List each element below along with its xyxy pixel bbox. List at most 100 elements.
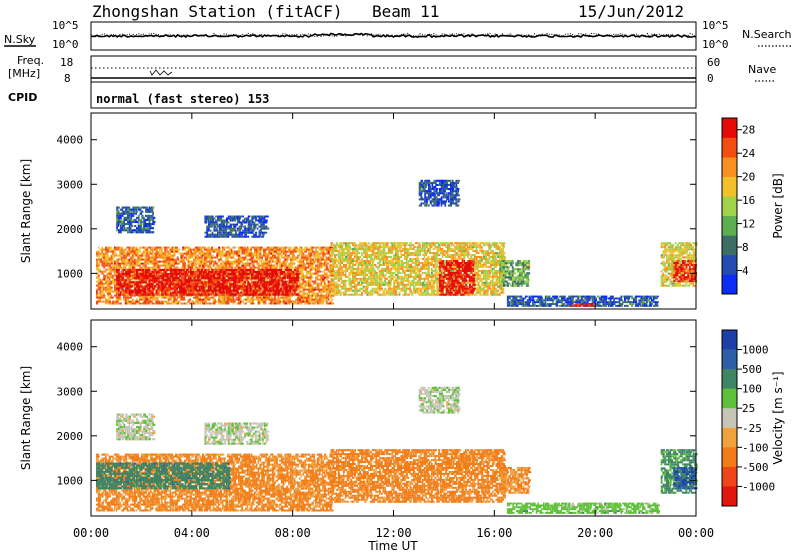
data-cell <box>391 275 394 278</box>
data-cell <box>378 244 382 247</box>
data-cell <box>261 273 264 276</box>
data-cell <box>324 252 326 255</box>
data-cell <box>198 276 201 279</box>
data-cell <box>327 250 330 253</box>
data-cell <box>151 262 154 265</box>
data-cell <box>373 258 375 260</box>
data-cell <box>420 293 423 296</box>
data-cell <box>195 285 198 288</box>
data-cell <box>224 271 226 274</box>
data-cell <box>284 260 287 263</box>
data-cell <box>421 291 426 294</box>
data-cell <box>436 260 438 262</box>
data-cell <box>193 283 196 286</box>
nave-dip <box>149 69 173 76</box>
data-cell <box>218 300 222 303</box>
data-cell <box>245 271 249 274</box>
data-cell <box>286 296 289 299</box>
data-cell <box>300 256 303 259</box>
data-cell <box>207 302 210 305</box>
data-cell <box>117 246 120 249</box>
data-cell <box>241 280 245 283</box>
data-cell <box>159 277 162 280</box>
data-cell <box>353 252 356 255</box>
data-cell <box>389 271 392 274</box>
data-cell <box>359 289 361 292</box>
data-cell <box>263 281 268 284</box>
data-cell <box>387 271 392 274</box>
data-cell <box>188 293 190 296</box>
data-cell <box>260 268 264 271</box>
data-cell <box>270 248 274 251</box>
data-cell <box>298 294 302 297</box>
data-cell <box>307 270 312 273</box>
data-cell <box>359 264 362 266</box>
data-cell <box>306 274 308 277</box>
data-cell <box>254 283 258 286</box>
data-cell <box>119 266 123 269</box>
data-cell <box>209 262 212 265</box>
data-cell <box>193 293 196 296</box>
data-cell <box>405 293 408 296</box>
data-cell <box>313 300 316 303</box>
data-cell <box>396 258 399 260</box>
data-cell <box>414 277 417 280</box>
data-cell <box>364 250 368 253</box>
data-cell <box>404 271 406 274</box>
data-cell <box>197 289 201 292</box>
data-cell <box>164 300 167 303</box>
data-cell <box>343 269 347 272</box>
data-cell <box>157 272 161 275</box>
data-cell <box>256 271 259 274</box>
data-cell <box>304 264 307 267</box>
data-cell <box>209 281 212 284</box>
data-cell <box>413 269 416 272</box>
data-cell <box>272 254 276 257</box>
data-cell <box>309 246 313 249</box>
data-cell <box>160 260 163 263</box>
data-cell <box>189 264 192 267</box>
data-cell <box>311 280 315 283</box>
data-cell <box>369 244 373 247</box>
data-cell <box>105 302 109 305</box>
data-cell <box>327 274 330 277</box>
data-cell <box>105 278 108 281</box>
data-cell <box>337 277 340 280</box>
data-cell <box>115 296 118 299</box>
data-cell <box>133 258 136 261</box>
data-cell <box>189 279 194 282</box>
data-cell <box>233 273 236 276</box>
data-cell <box>411 283 415 286</box>
data-cell <box>119 256 122 259</box>
data-cell <box>203 286 206 289</box>
data-cell <box>382 271 384 274</box>
data-cell <box>146 273 151 276</box>
data-cell <box>140 258 144 261</box>
data-cell <box>124 254 128 257</box>
data-cell <box>302 276 306 279</box>
data-cell <box>297 260 300 263</box>
data-cell <box>368 291 371 294</box>
data-cell <box>127 283 130 286</box>
data-cell <box>395 267 398 270</box>
data-cell <box>103 256 107 259</box>
data-cell <box>359 248 362 251</box>
data-cell <box>286 268 290 271</box>
data-cell <box>234 279 237 282</box>
data-cell <box>396 275 400 278</box>
data-cell <box>348 281 351 284</box>
data-cell <box>110 276 114 279</box>
data-cell <box>203 264 207 267</box>
data-cell <box>309 256 312 259</box>
data-cell <box>211 277 215 280</box>
data-cell <box>158 250 161 253</box>
data-cell <box>247 268 250 271</box>
data-cell <box>252 291 256 294</box>
data-cell <box>243 250 246 253</box>
data-cell <box>252 271 256 274</box>
data-cell <box>324 274 326 277</box>
data-cell <box>380 267 383 270</box>
data-cell <box>166 281 169 284</box>
data-cell <box>259 252 262 255</box>
data-cell <box>282 300 286 303</box>
